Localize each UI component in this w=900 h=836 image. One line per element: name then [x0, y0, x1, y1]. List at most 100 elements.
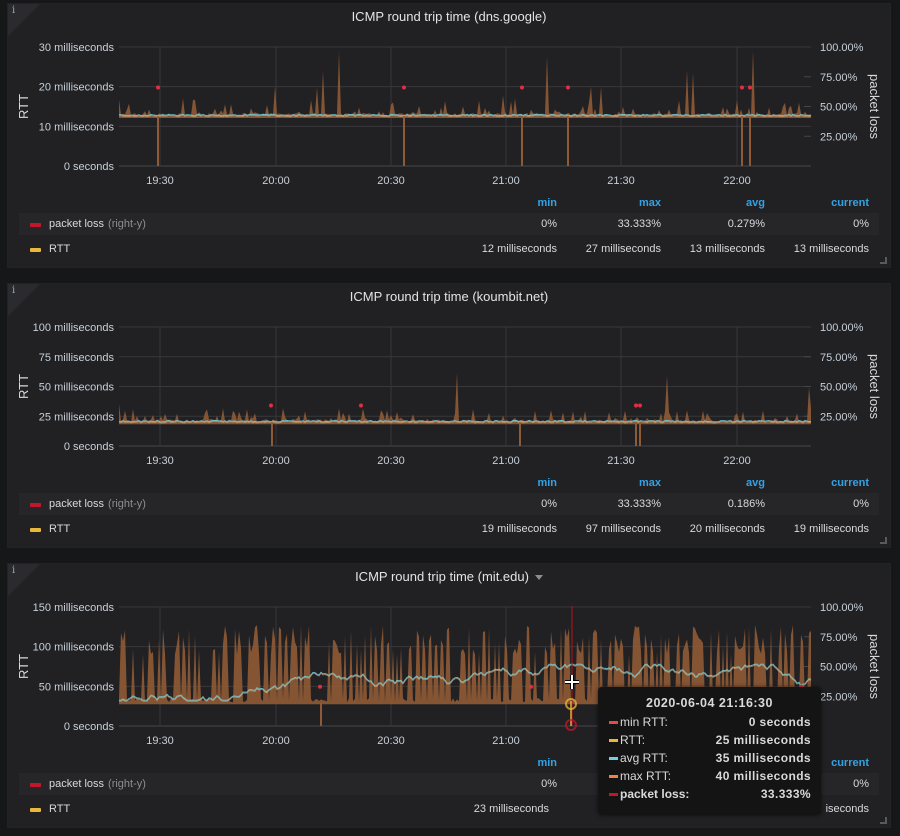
rtt-line	[119, 664, 812, 702]
graph-panel-dns-google[interactable]: i ICMP round trip time (dns.google) 30 m…	[7, 3, 891, 268]
legend-color-swatch[interactable]	[30, 223, 41, 227]
legend-header-min[interactable]: min	[537, 757, 557, 769]
legend-color-swatch[interactable]	[30, 808, 41, 812]
packet-loss-point	[402, 85, 406, 90]
x-axis-tick: 20:00	[262, 455, 290, 467]
panel-resize-handle[interactable]	[880, 817, 887, 824]
y-axis-left-tick: 50 milliseconds	[39, 382, 115, 394]
info-icon[interactable]: i	[12, 5, 16, 16]
legend-value-min: 23 milliseconds	[473, 803, 549, 815]
legend-header-max[interactable]: max	[638, 477, 661, 489]
graph-panel-koumbit-net[interactable]: i ICMP round trip time (koumbit.net) 100…	[7, 283, 891, 548]
legend-value-min: 0%	[541, 778, 557, 790]
panel-info-corner[interactable]	[8, 4, 40, 36]
tooltip-timestamp: 2020-06-04 21:16:30	[646, 696, 773, 710]
y-axis-left-tick: 100 milliseconds	[33, 322, 115, 334]
legend-value-min: 12 milliseconds	[481, 243, 557, 255]
tooltip-series-value: 40 milliseconds	[715, 769, 811, 783]
legend-color-swatch[interactable]	[30, 248, 41, 252]
legend-row-packet-loss[interactable]: packet loss (right-y) 0% 33.333% 0.186% 0…	[19, 493, 879, 515]
info-icon[interactable]: i	[12, 565, 16, 576]
y-axis-right-tick: 75.00%	[820, 72, 858, 84]
y-axis-right-tick: 75.00%	[820, 632, 858, 644]
legend-header-avg[interactable]: avg	[746, 197, 765, 209]
panel-resize-handle[interactable]	[880, 257, 887, 264]
y-axis-left-tick: 20 milliseconds	[39, 82, 115, 94]
graph-canvas[interactable]: 100 milliseconds 75 milliseconds 50 millis…	[8, 284, 892, 474]
x-axis-tick: 19:30	[146, 455, 174, 467]
legend-series-name[interactable]: packet loss (right-y)	[49, 218, 146, 230]
tooltip-series-swatch	[609, 793, 618, 797]
y-axis-right-label: packet loss	[867, 634, 882, 700]
packet-loss-point	[748, 85, 752, 90]
legend-value-current: 0%	[853, 778, 869, 790]
tooltip-row: RTT: 25 milliseconds	[609, 731, 811, 749]
packet-loss-point	[359, 403, 363, 408]
legend-color-swatch[interactable]	[30, 783, 41, 787]
legend-header-min[interactable]: min	[537, 477, 557, 489]
x-axis-tick: 20:30	[377, 175, 405, 187]
tooltip-row: max RTT: 40 milliseconds	[609, 767, 811, 785]
panel-info-corner[interactable]	[8, 284, 40, 316]
y-axis-left-label: RTT	[16, 654, 31, 679]
legend-header-min[interactable]: min	[537, 197, 557, 209]
panel-resize-handle[interactable]	[880, 537, 887, 544]
graph-canvas[interactable]: 150 milliseconds 100 milliseconds 50 milli…	[8, 564, 892, 754]
legend-header-current[interactable]: current	[831, 477, 869, 489]
y-axis-left-label: RTT	[16, 94, 31, 119]
legend-value-min: 0%	[541, 498, 557, 510]
panel-title-text[interactable]: ICMP round trip time (koumbit.net)	[349, 289, 549, 304]
panel-title[interactable]: ICMP round trip time (mit.edu)	[8, 569, 890, 584]
legend-header-max[interactable]: max	[638, 197, 661, 209]
tooltip-series-value: 25 milliseconds	[715, 733, 811, 747]
legend-color-swatch[interactable]	[30, 503, 41, 507]
graph-canvas[interactable]: 30 milliseconds 20 milliseconds 10 millise…	[8, 4, 892, 194]
tooltip-row: packet loss: 33.333%	[609, 785, 811, 803]
legend-value-avg: 13 milliseconds	[689, 243, 765, 255]
legend-color-swatch[interactable]	[30, 528, 41, 532]
y-axis-right-tick: 100.00%	[820, 322, 864, 334]
info-icon[interactable]: i	[12, 285, 16, 296]
legend-series-name[interactable]: packet loss (right-y)	[49, 498, 146, 510]
rtt-range-area	[119, 624, 811, 705]
legend-series-name[interactable]: packet loss (right-y)	[49, 778, 146, 790]
legend-header-current[interactable]: current	[831, 757, 869, 769]
legend-row-rtt[interactable]: RTT 19 milliseconds 97 milliseconds 20 m…	[19, 518, 879, 540]
x-axis-tick: 20:30	[377, 735, 405, 747]
panel-title[interactable]: ICMP round trip time (koumbit.net)	[8, 289, 890, 304]
tooltip-series-label: RTT:	[620, 733, 646, 747]
panel-title-text[interactable]: ICMP round trip time (dns.google)	[351, 9, 547, 24]
packet-loss-point	[740, 85, 744, 90]
legend-value-current: 19 milliseconds	[793, 523, 869, 535]
rtt-line	[118, 420, 812, 424]
panel-info-corner[interactable]	[8, 564, 40, 596]
x-axis-tick: 21:00	[492, 175, 520, 187]
rtt-line	[118, 114, 812, 118]
legend-series-name[interactable]: RTT	[49, 523, 71, 535]
packet-loss-point	[156, 85, 160, 90]
panel-title-text[interactable]: ICMP round trip time (mit.edu)	[355, 569, 529, 584]
rtt-range-area	[119, 372, 811, 425]
legend-series-name[interactable]: RTT	[49, 243, 71, 255]
tooltip-series-label: min RTT:	[620, 715, 668, 729]
x-axis-tick: 19:30	[146, 735, 174, 747]
y-axis-right-tick: 75.00%	[820, 352, 858, 364]
legend-row-packet-loss[interactable]: packet loss (right-y) 0% 33.333% 0.279% 0…	[19, 213, 879, 235]
tooltip-series-label: max RTT:	[620, 769, 672, 783]
avg-rtt-line	[119, 663, 812, 701]
legend-header-avg[interactable]: avg	[746, 477, 765, 489]
legend-series-name[interactable]: RTT	[49, 803, 71, 815]
x-axis-tick: 21:30	[607, 175, 635, 187]
legend-value-max: 97 milliseconds	[585, 523, 661, 535]
panel-title[interactable]: ICMP round trip time (dns.google)	[8, 9, 890, 24]
panel-menu-chevron-down-icon[interactable]	[534, 575, 543, 581]
legend-header-current[interactable]: current	[831, 197, 869, 209]
legend-value-max: 33.333%	[617, 498, 661, 510]
legend-value-current: 0%	[853, 218, 869, 230]
graph-tooltip: 2020-06-04 21:16:30 min RTT: 0 seconds RTT…	[598, 687, 821, 815]
legend-row-rtt[interactable]: RTT 12 milliseconds 27 milliseconds 13 m…	[19, 238, 879, 260]
tooltip-series-value: 0 seconds	[748, 715, 811, 729]
y-axis-left-tick: 30 milliseconds	[39, 42, 115, 54]
y-axis-right-tick: 25.00%	[820, 411, 858, 423]
y-axis-left-tick: 0 seconds	[64, 161, 115, 173]
